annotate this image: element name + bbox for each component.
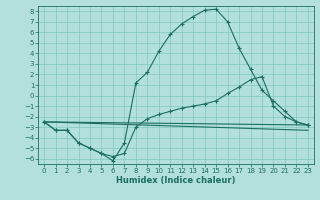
X-axis label: Humidex (Indice chaleur): Humidex (Indice chaleur) — [116, 176, 236, 185]
